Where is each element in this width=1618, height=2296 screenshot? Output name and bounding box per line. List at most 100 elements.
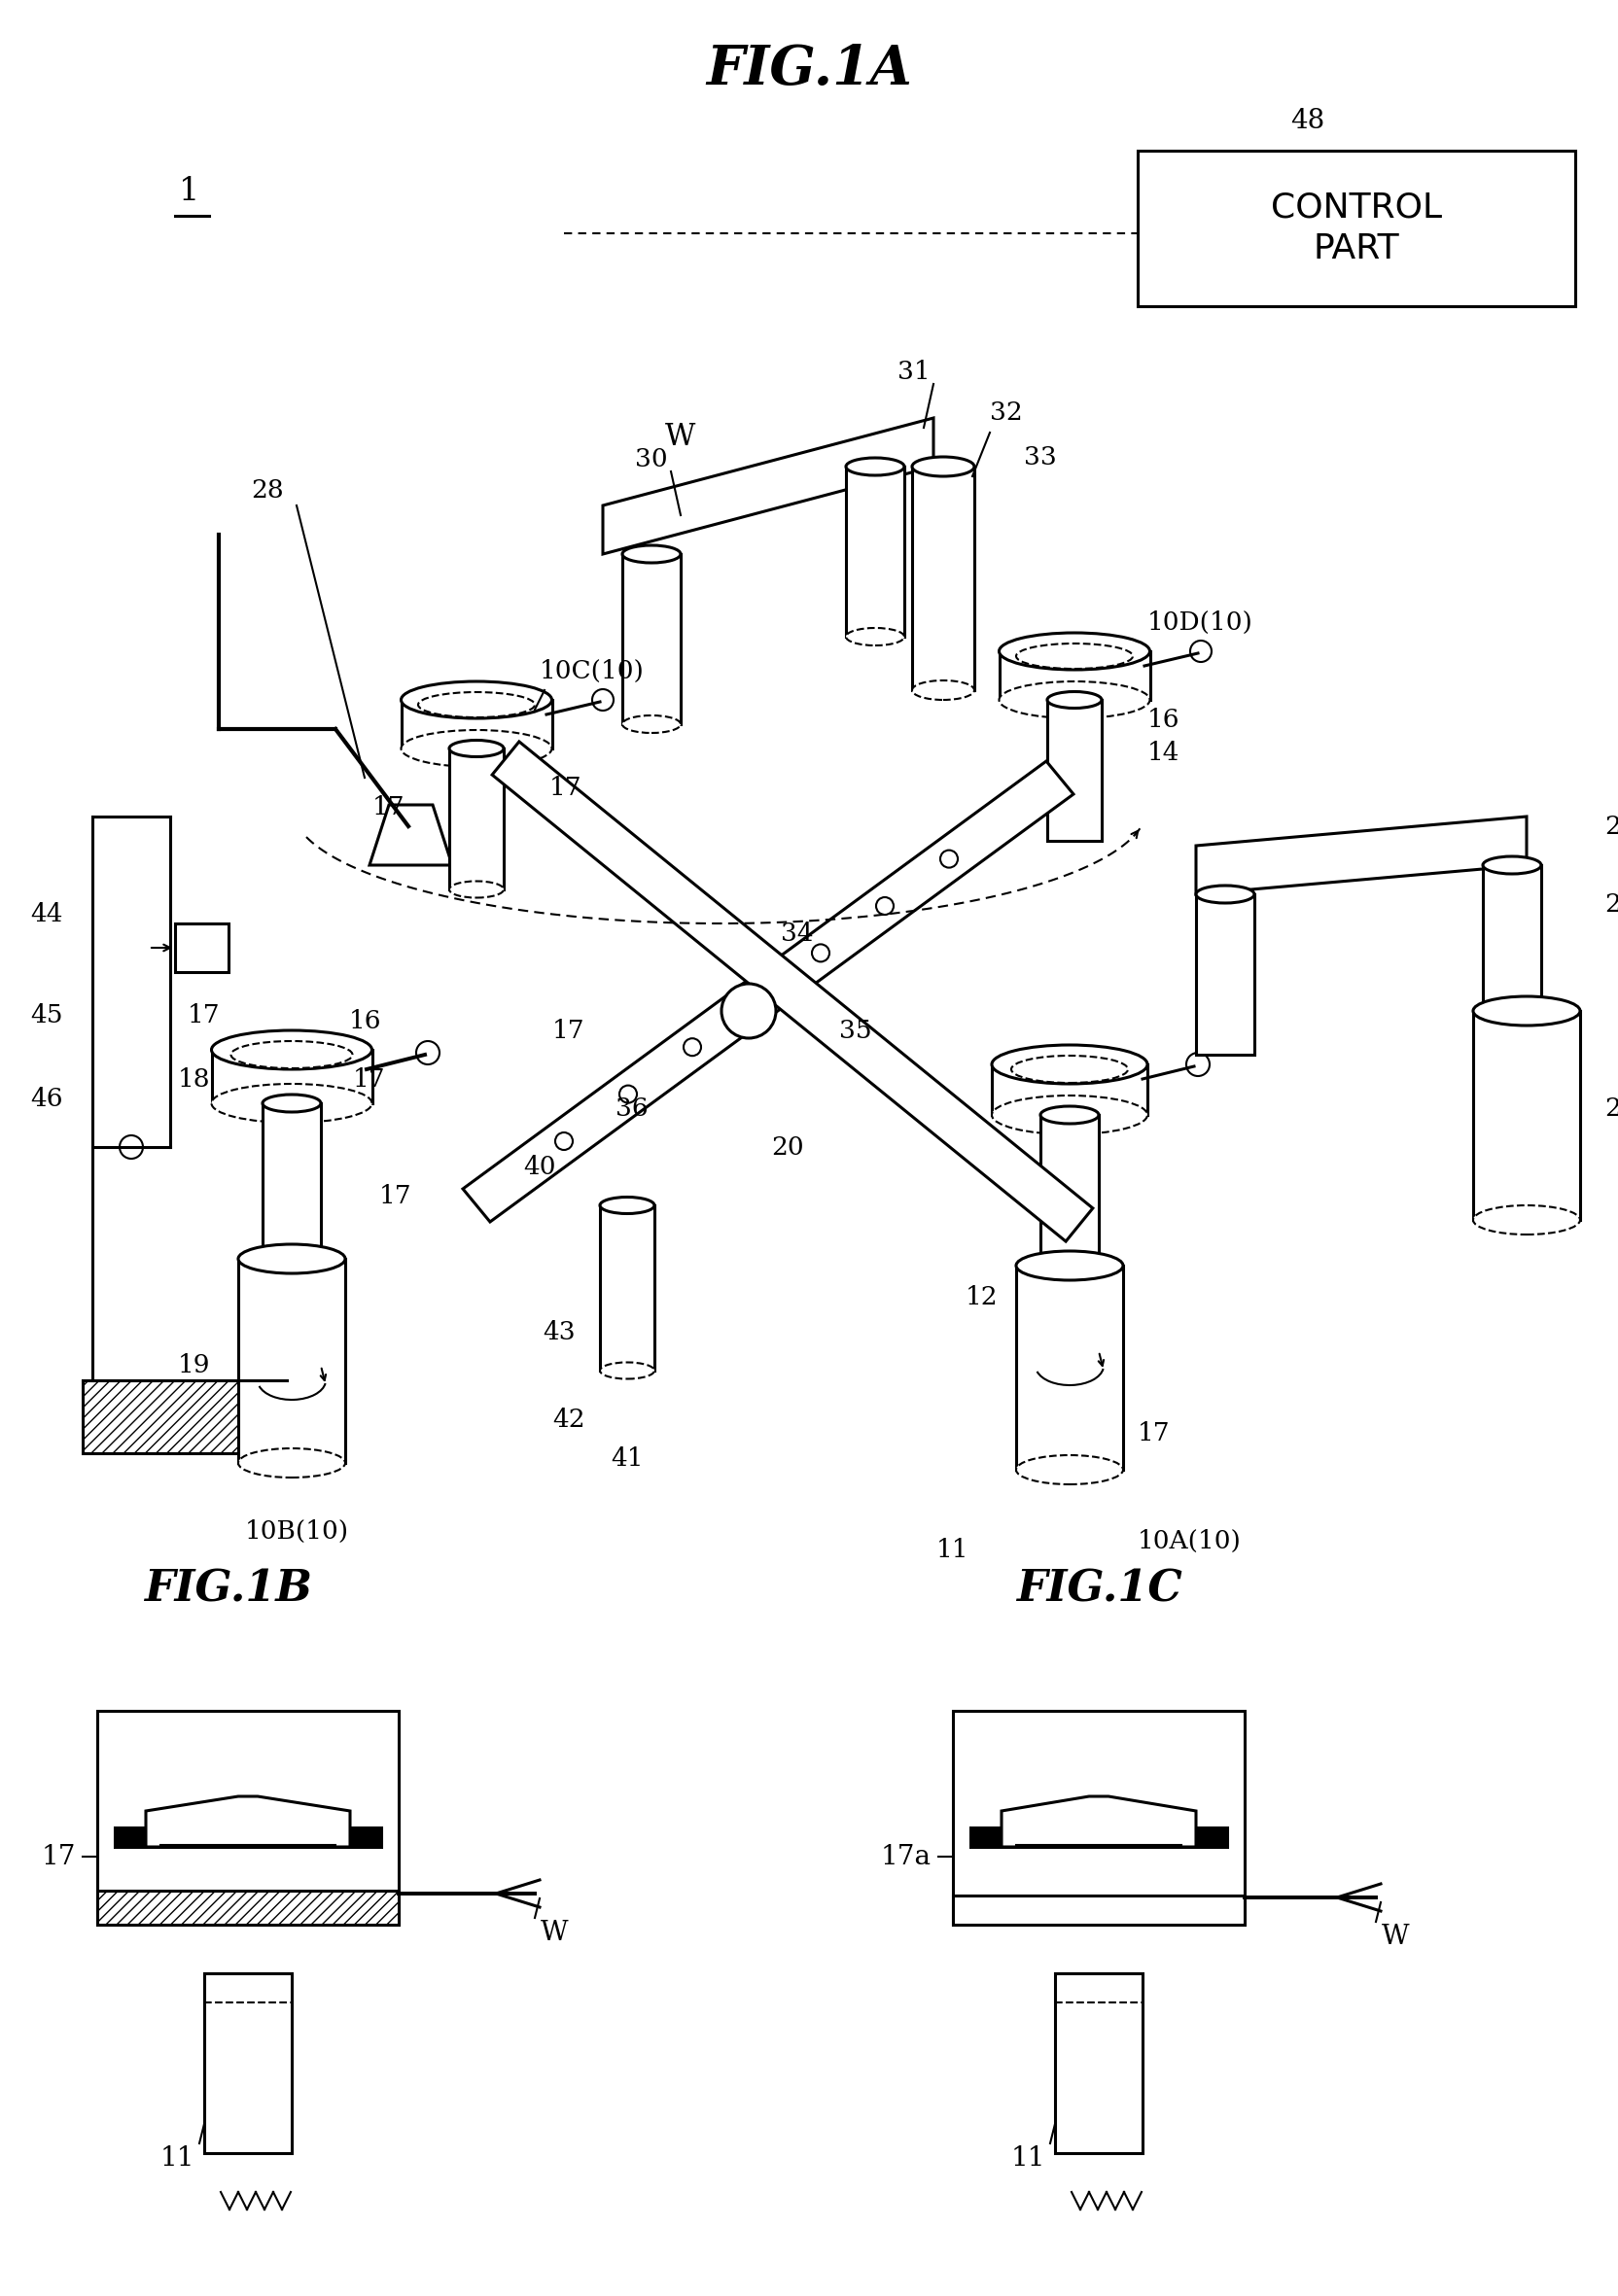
Ellipse shape [1482, 856, 1542, 875]
Bar [1016, 1265, 1123, 1469]
Text: 43: 43 [542, 1320, 576, 1343]
Polygon shape [1196, 817, 1527, 895]
Circle shape [555, 1132, 573, 1150]
Circle shape [620, 1086, 637, 1102]
Circle shape [683, 1038, 701, 1056]
Ellipse shape [450, 882, 503, 898]
Bar [204, 1972, 291, 2154]
Text: 11: 11 [160, 2144, 194, 2172]
Circle shape [592, 689, 613, 709]
Text: 17: 17 [353, 1068, 385, 1091]
Ellipse shape [1016, 1251, 1123, 1281]
Circle shape [1191, 641, 1212, 661]
Ellipse shape [262, 1249, 320, 1267]
Text: 17: 17 [379, 1182, 413, 1208]
Ellipse shape [212, 1031, 372, 1070]
Text: 40: 40 [523, 1155, 557, 1178]
Text: 10D(10): 10D(10) [1147, 611, 1254, 634]
Bar [971, 1828, 1226, 1846]
Ellipse shape [1040, 1107, 1099, 1123]
Text: 11: 11 [1011, 2144, 1045, 2172]
Text: 22: 22 [1605, 815, 1618, 838]
Ellipse shape [998, 634, 1150, 670]
Ellipse shape [623, 546, 681, 563]
Ellipse shape [401, 730, 552, 767]
Text: FIG.1A: FIG.1A [705, 44, 913, 96]
Ellipse shape [231, 1040, 353, 1068]
Circle shape [120, 1134, 142, 1159]
Ellipse shape [1047, 691, 1102, 707]
Bar [401, 700, 552, 748]
Bar [238, 1258, 345, 1463]
Circle shape [722, 983, 777, 1038]
Text: 17: 17 [550, 776, 582, 799]
Bar [97, 1890, 398, 1924]
Text: 30: 30 [636, 448, 668, 471]
Text: W: W [540, 1919, 568, 1945]
Ellipse shape [846, 627, 904, 645]
Ellipse shape [998, 682, 1150, 719]
Text: W: W [665, 422, 696, 452]
Text: 41: 41 [612, 1446, 644, 1469]
Text: W: W [1382, 1924, 1409, 1949]
Text: 20: 20 [772, 1134, 804, 1159]
Text: 10A(10): 10A(10) [1137, 1529, 1241, 1552]
Text: 10C(10): 10C(10) [540, 659, 644, 682]
Text: 21: 21 [1605, 891, 1618, 916]
Text: 17a: 17a [880, 1844, 932, 1869]
Bar [212, 1049, 372, 1104]
Bar [1000, 652, 1150, 700]
Ellipse shape [238, 1449, 345, 1479]
Text: 23: 23 [1605, 1095, 1618, 1120]
Text: 10B(10): 10B(10) [244, 1520, 348, 1543]
Text: FIG.1B: FIG.1B [144, 1568, 312, 1609]
Text: 16: 16 [348, 1008, 380, 1033]
Ellipse shape [846, 457, 904, 475]
Text: 17: 17 [188, 1003, 220, 1029]
Text: 11: 11 [937, 1538, 969, 1564]
Bar [1047, 700, 1102, 840]
Ellipse shape [401, 682, 552, 719]
Text: 34: 34 [781, 921, 814, 946]
Ellipse shape [450, 739, 503, 758]
Bar [953, 1896, 1244, 1924]
Bar [115, 1828, 382, 1846]
Ellipse shape [992, 1045, 1147, 1084]
Ellipse shape [1016, 1456, 1123, 1483]
Bar [1482, 866, 1542, 1010]
Bar [1055, 1972, 1142, 2154]
Bar [992, 1065, 1147, 1116]
Ellipse shape [212, 1084, 372, 1123]
Ellipse shape [1040, 1256, 1099, 1274]
Bar [175, 923, 228, 971]
Text: 36: 36 [616, 1095, 649, 1120]
Ellipse shape [913, 457, 974, 475]
Bar [1137, 152, 1576, 305]
Bar [262, 1104, 320, 1258]
Circle shape [748, 992, 765, 1008]
Bar [953, 1711, 1244, 1924]
Bar [623, 553, 681, 723]
Polygon shape [1002, 1795, 1196, 1846]
Polygon shape [463, 762, 1073, 1221]
Bar [83, 1380, 286, 1453]
Text: 32: 32 [990, 402, 1023, 425]
Polygon shape [369, 806, 451, 866]
Ellipse shape [913, 680, 974, 700]
Ellipse shape [600, 1196, 654, 1215]
Text: FIG.1C: FIG.1C [1016, 1568, 1181, 1609]
Circle shape [416, 1040, 440, 1065]
Bar [1196, 895, 1254, 1054]
Text: 12: 12 [966, 1286, 998, 1309]
Circle shape [940, 850, 958, 868]
Text: 28: 28 [251, 480, 283, 503]
Ellipse shape [1196, 886, 1254, 902]
Text: 19: 19 [178, 1355, 210, 1378]
Ellipse shape [1472, 996, 1581, 1026]
Text: 16: 16 [1147, 707, 1180, 732]
Circle shape [875, 898, 893, 914]
Text: 31: 31 [898, 358, 930, 383]
Text: 17: 17 [372, 794, 404, 820]
Polygon shape [146, 1795, 349, 1846]
Text: 18: 18 [178, 1068, 210, 1091]
